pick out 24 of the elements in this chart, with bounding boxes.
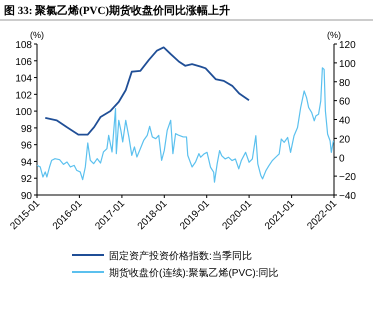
y-tick-label: 90	[20, 191, 32, 202]
legend-label: 期货收盘价(连续):聚氯乙烯(PVC):同比	[109, 267, 278, 279]
y2-tick-label: 0	[339, 153, 345, 164]
y-tick-label: 92	[20, 174, 32, 186]
y-tick-label: 102	[15, 90, 32, 102]
y-axis-title: (%)	[30, 30, 44, 40]
y-tick-label: 104	[15, 74, 32, 85]
y2-tick-label: −40	[339, 191, 356, 202]
chart-title: 图 33: 聚氯乙烯(PVC)期货收盘价同比涨幅上升	[4, 4, 230, 17]
y2-tick-label: 100	[339, 58, 356, 70]
y-tick-label: 108	[15, 40, 32, 51]
y2-tick-label: 80	[339, 78, 351, 89]
y2-axis-title: (%)	[327, 30, 341, 40]
y2-tick-label: 40	[339, 116, 351, 126]
y2-tick-label: 60	[339, 96, 351, 108]
y-tick-label: 94	[20, 157, 32, 168]
y-tick-label: 96	[20, 140, 32, 152]
legend-label: 固定资产投资价格指数:当季同比	[109, 250, 252, 262]
y2-tick-label: 20	[339, 134, 351, 146]
y2-tick-label: −20	[339, 172, 356, 184]
y2-tick-label: 120	[339, 40, 356, 51]
y-tick-label: 98	[20, 124, 32, 135]
y-tick-label: 100	[15, 107, 32, 118]
y-tick-label: 106	[15, 56, 32, 68]
